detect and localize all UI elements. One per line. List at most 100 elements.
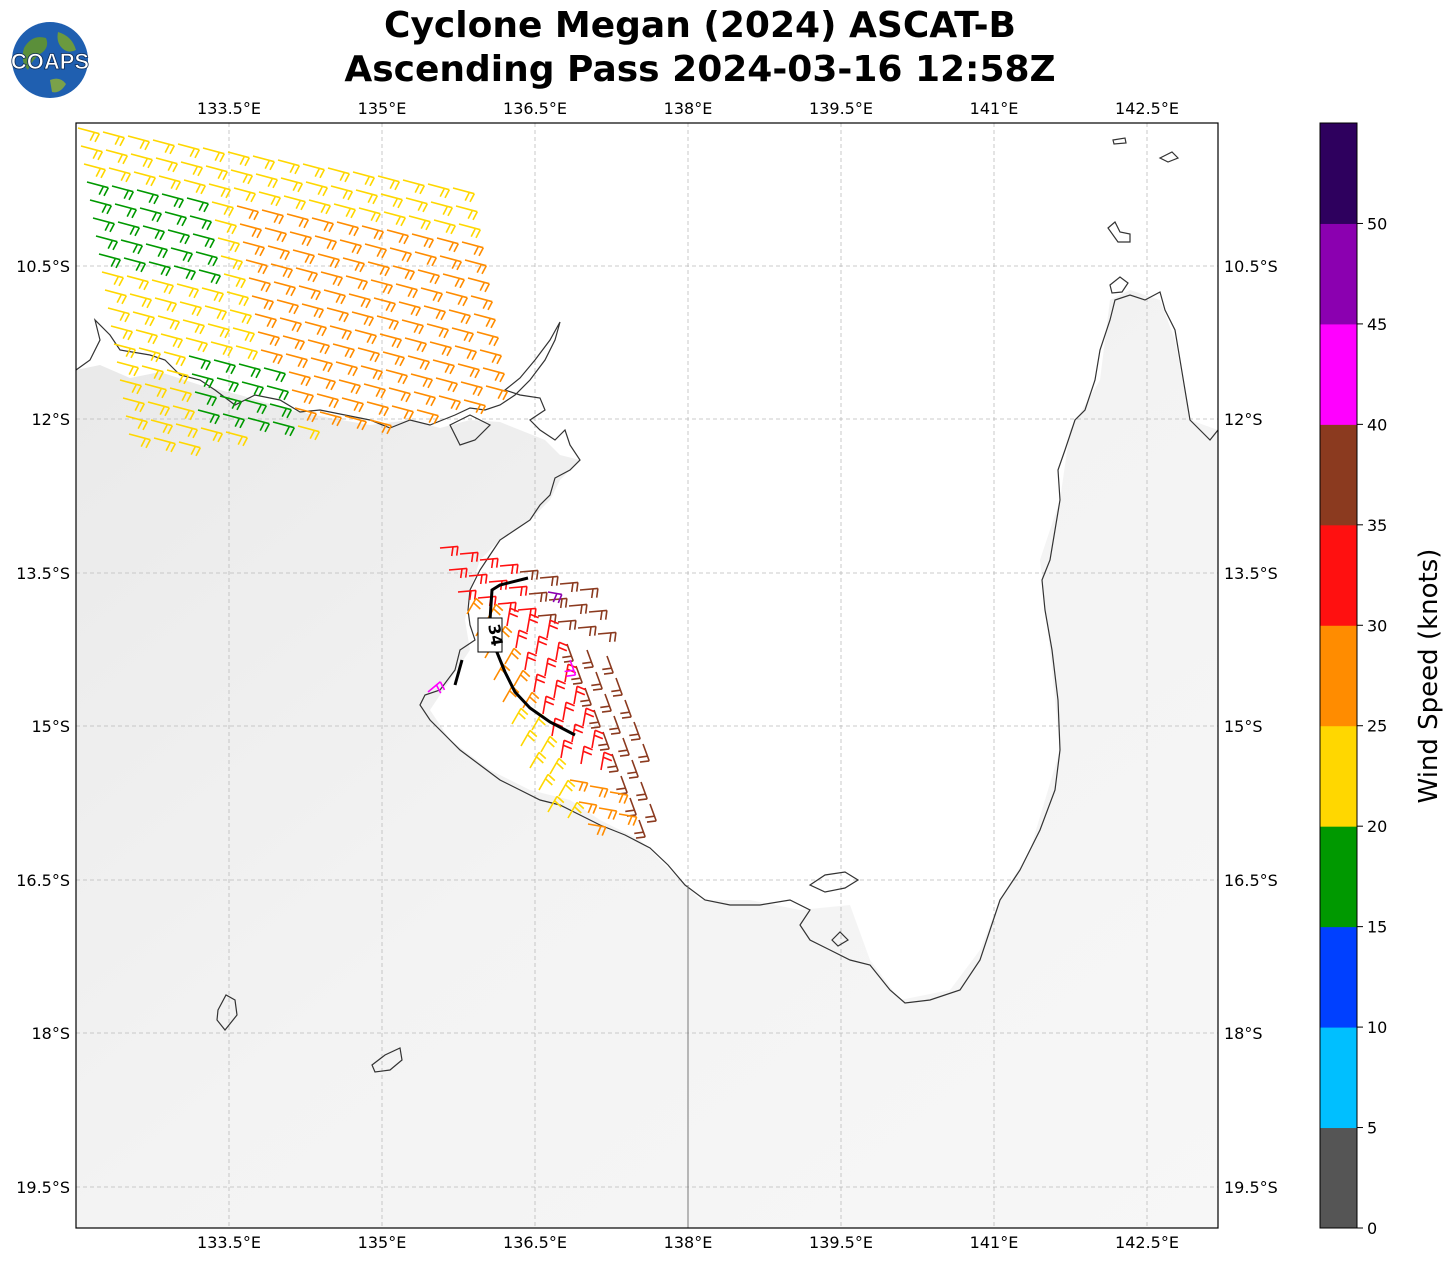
wind-barb: [526, 613, 539, 633]
wind-barb: [620, 699, 632, 719]
wind-barb: [116, 361, 140, 377]
lat-tick-right-2: 13.5°S: [1224, 564, 1278, 583]
wind-barb: [307, 339, 331, 355]
wind-barb: [242, 241, 266, 257]
wind-barb: [302, 163, 326, 179]
wind-barb: [423, 305, 447, 321]
wind-barb: [195, 251, 219, 267]
wind-barb: [598, 807, 618, 820]
wind-barb: [524, 651, 537, 671]
wind-barb: [198, 269, 222, 285]
lat-tick-left-4: 16.5°S: [16, 871, 70, 890]
wind-barb: [135, 329, 159, 345]
wind-barb: [392, 265, 416, 281]
wind-barb: [230, 169, 254, 185]
wind-barb: [223, 273, 247, 289]
wind-barb: [235, 345, 259, 361]
wind-barb: [645, 803, 657, 823]
wind-barb: [202, 147, 226, 163]
wind-barb: [219, 395, 243, 411]
wind-barb: [201, 287, 225, 303]
wind-barb: [466, 597, 484, 615]
wind-barb: [589, 709, 601, 729]
wind-barb: [414, 251, 438, 267]
lon-tick-top-1: 135°E: [358, 99, 407, 118]
wind-barb: [468, 573, 488, 585]
wind-barb: [391, 405, 415, 421]
wind-barb: [360, 365, 384, 381]
wind-barb: [114, 203, 138, 219]
map-frame: [75, 122, 1219, 1229]
wind-barb: [127, 135, 151, 151]
wind-barb: [538, 773, 556, 791]
wind-barb: [144, 383, 168, 399]
wind-barb: [192, 233, 216, 249]
lon-tick-bottom-2: 136.5°E: [503, 1233, 567, 1252]
wind-barb: [125, 415, 149, 431]
logo-text: COAPS: [11, 49, 89, 74]
wind-barb: [354, 329, 378, 345]
wind-barb: [166, 369, 190, 385]
colorbar-label: Wind Speed (knots): [1414, 549, 1444, 804]
wind-barb: [77, 127, 101, 143]
chart-title: Cyclone Megan (2024) ASCAT-B Ascending P…: [0, 4, 1400, 92]
wind-barb: [369, 419, 393, 435]
wind-barb: [179, 301, 203, 317]
wind-barb: [142, 225, 166, 241]
wind-barb: [560, 739, 573, 759]
wind-barb: [479, 349, 503, 365]
wind-barb: [189, 215, 213, 231]
wind-barb: [251, 295, 275, 311]
wind-barb: [304, 321, 328, 337]
wind-barb: [255, 173, 279, 189]
lon-tick-top-0: 133.5°E: [197, 99, 261, 118]
wind-barb: [553, 679, 566, 699]
wind-barb: [244, 399, 268, 415]
title-line-2: Ascending Pass 2024-03-16 12:58Z: [344, 49, 1056, 90]
wind-barb: [363, 383, 387, 399]
wind-barb: [370, 279, 394, 295]
wind-barb: [122, 397, 146, 413]
lon-tick-top-3: 138°E: [664, 99, 713, 118]
wind-barb: [158, 175, 182, 191]
wind-barb: [204, 305, 228, 321]
wind-barb: [519, 569, 539, 581]
wind-barb: [338, 379, 362, 395]
wind-barb: [467, 277, 491, 293]
wind-barb: [247, 417, 271, 433]
wind-barb: [145, 243, 169, 259]
wind-barb: [557, 619, 577, 631]
wind-barb: [211, 201, 235, 217]
wind-barb: [269, 403, 293, 419]
wind-barb: [329, 325, 353, 341]
wind-barb: [598, 731, 610, 751]
wind-barb: [130, 153, 154, 169]
wind-barb: [295, 267, 319, 283]
wind-barb: [398, 301, 422, 317]
wind-barb: [548, 597, 568, 609]
wind-barb: [389, 247, 413, 263]
wind-barb: [110, 325, 134, 341]
wind-barb: [260, 349, 284, 365]
wind-barb: [327, 167, 351, 183]
wind-barb: [267, 245, 291, 261]
wind-barb: [86, 181, 110, 197]
lon-tick-bottom-6: 142.5°E: [1115, 1233, 1179, 1252]
wind-radius-label: 34: [477, 617, 507, 653]
wind-barb: [569, 779, 589, 792]
wind-barb: [207, 323, 231, 339]
lon-tick-top-2: 136.5°E: [503, 99, 567, 118]
wind-barb: [160, 333, 184, 349]
wind-barb: [316, 393, 340, 409]
wind-barb: [245, 259, 269, 275]
wind-barb: [101, 271, 125, 287]
wind-barb: [410, 373, 434, 389]
wind-barb: [416, 409, 440, 425]
wind-barb: [597, 631, 617, 643]
wind-barb: [426, 323, 450, 339]
wind-barb: [432, 359, 456, 375]
wind-barb: [177, 143, 201, 159]
wind-barb: [352, 171, 376, 187]
wind-barb: [191, 373, 215, 389]
wind-barb: [587, 823, 607, 836]
